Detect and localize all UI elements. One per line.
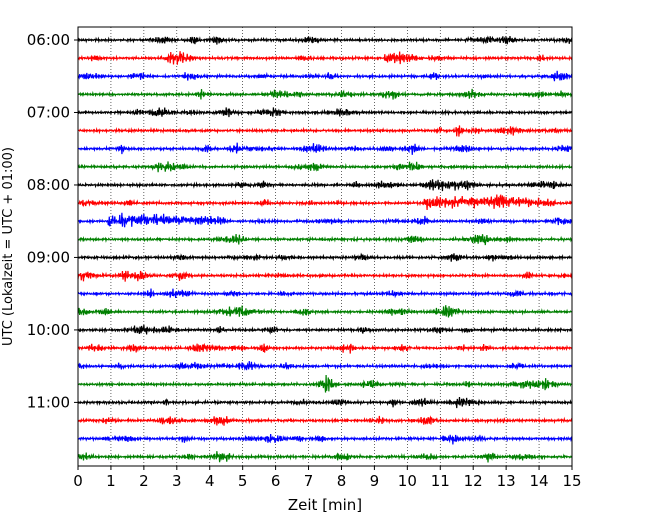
y-tick-label: 06:00 [27,31,70,49]
x-tick-label: 12 [464,472,483,490]
trace-row-1130 [77,433,573,445]
trace-row-1015 [77,343,573,354]
x-tick-label: 11 [431,472,450,490]
x-tick-label: 10 [398,472,417,490]
y-axis-ticks: 06:00 07:00 08:00 09:00 10:00 11:00 [27,31,78,411]
x-tick-label: 2 [139,472,149,490]
x-tick-label: 14 [530,472,549,490]
trace-row-0830 [77,212,573,228]
trace-row-0815 [77,193,573,210]
x-tick-label: 4 [205,472,215,490]
x-tick-label: 13 [497,472,516,490]
y-tick-label: 10:00 [27,321,70,339]
y-tick-label: 07:00 [27,103,70,121]
x-tick-label: 5 [238,472,248,490]
x-axis-label: Zeit [min] [288,496,362,514]
trace-row-0600 [77,35,573,45]
x-tick-label: 7 [304,472,314,490]
plot-frame [77,26,573,467]
x-tick-label: 8 [337,472,347,490]
trace-row-0615 [77,51,573,65]
x-tick-label: 0 [73,472,83,490]
trace-row-0715 [77,125,573,137]
trace-row-0630 [77,70,573,82]
x-grid [110,27,540,466]
trace-row-0845 [77,233,573,246]
trace-row-1145 [77,451,573,463]
x-tick-label: 6 [271,472,281,490]
trace-row-0645 [77,88,573,100]
x-tick-label: 1 [106,472,116,490]
x-tick-label: 15 [562,472,581,490]
y-tick-label: 09:00 [27,248,70,266]
x-tick-label: 9 [370,472,380,490]
trace-row-1030 [77,361,573,371]
seismic-traces [77,35,573,463]
trace-row-0900 [77,252,573,262]
trace-row-0700 [77,107,573,118]
trace-row-0945 [77,305,573,318]
y-tick-label: 08:00 [27,176,70,194]
x-axis-ticks: 0 1 2 3 4 5 6 7 8 9 10 11 12 13 14 15 [73,466,582,490]
trace-row-0730 [77,142,573,155]
y-tick-label: 11:00 [27,393,70,411]
trace-row-0800 [77,179,573,192]
trace-row-0915 [77,270,573,282]
trace-row-0745 [77,161,573,173]
trace-row-1115 [77,415,573,426]
trace-row-1000 [77,324,573,335]
trace-row-1100 [77,397,573,409]
trace-row-1045 [77,375,573,393]
trace-row-0930 [77,288,573,299]
y-axis-label: UTC (Lokalzeit = UTC + 01:00) [1,147,16,346]
x-tick-label: 3 [172,472,182,490]
